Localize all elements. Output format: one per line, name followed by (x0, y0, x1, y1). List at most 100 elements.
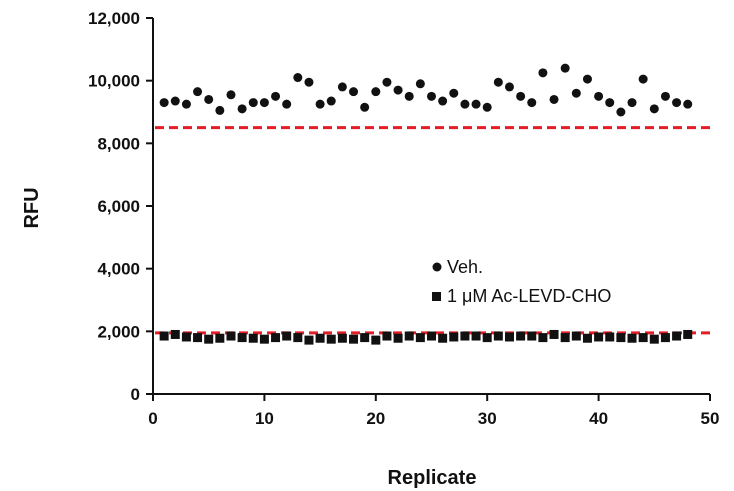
inhibitor-data-point (460, 331, 470, 341)
inhibitor-data-point (571, 331, 581, 341)
veh-data-point (549, 94, 559, 104)
inhibitor-data-point (504, 332, 514, 342)
inhibitor-data-point (315, 333, 325, 343)
inhibitor-data-point (549, 329, 559, 339)
legend-marker-veh (432, 262, 442, 272)
x-tick-label: 50 (701, 409, 720, 428)
y-tick-label: 10,000 (88, 72, 140, 91)
inhibitor-data-point (538, 333, 548, 343)
x-tick-label: 30 (478, 409, 497, 428)
inhibitor-data-point (493, 331, 503, 341)
veh-data-point (259, 98, 269, 108)
veh-data-point (215, 105, 225, 115)
veh-data-point (159, 98, 169, 108)
veh-data-point (660, 91, 670, 101)
inhibitor-data-point (215, 333, 225, 343)
veh-data-point (560, 63, 570, 73)
inhibitor-data-point (337, 333, 347, 343)
veh-data-point (516, 91, 526, 101)
x-axis-title: Replicate (388, 467, 477, 489)
veh-data-point (504, 82, 514, 92)
inhibitor-data-point (482, 333, 492, 343)
inhibitor-data-point (159, 331, 169, 341)
inhibitor-data-point (193, 333, 203, 343)
y-tick-label: 0 (131, 385, 140, 404)
inhibitor-data-point (560, 333, 570, 343)
veh-data-point (594, 91, 604, 101)
veh-data-point (683, 99, 693, 109)
legend-marker-inhibitor (432, 292, 441, 301)
x-tick-label: 40 (589, 409, 608, 428)
x-tick-label: 0 (148, 409, 157, 428)
veh-data-point (616, 107, 626, 117)
inhibitor-data-point (449, 332, 459, 342)
legend-label-veh: Veh. (447, 257, 483, 277)
veh-data-point (538, 68, 548, 78)
veh-data-point (326, 96, 336, 106)
veh-data-point (170, 96, 180, 106)
veh-data-point (649, 104, 659, 114)
inhibitor-data-point (360, 333, 370, 343)
veh-data-point (282, 99, 292, 109)
veh-data-point (393, 85, 403, 95)
y-tick-label: 8,000 (97, 134, 140, 153)
y-tick-label: 4,000 (97, 260, 140, 279)
inhibitor-data-point (605, 332, 615, 342)
data-points (159, 63, 693, 345)
veh-data-point (571, 88, 581, 98)
inhibitor-data-point (248, 333, 258, 343)
inhibitor-data-point (371, 335, 381, 345)
veh-data-point (605, 98, 615, 108)
inhibitor-data-point (649, 334, 659, 344)
veh-data-point (582, 74, 592, 84)
veh-data-point (493, 77, 503, 87)
inhibitor-data-point (638, 333, 648, 343)
y-tick-label: 2,000 (97, 322, 140, 341)
veh-data-point (315, 99, 325, 109)
inhibitor-data-point (204, 334, 214, 344)
veh-data-point (226, 90, 236, 100)
inhibitor-data-point (438, 333, 448, 343)
x-tick-label: 10 (255, 409, 274, 428)
inhibitor-data-point (404, 331, 414, 341)
veh-data-point (415, 79, 425, 89)
inhibitor-data-point (259, 334, 269, 344)
veh-data-point (460, 99, 470, 109)
legend-label-inhibitor: 1 μM Ac-LEVD-CHO (447, 286, 611, 306)
veh-data-point (438, 96, 448, 106)
inhibitor-data-point (304, 335, 314, 345)
inhibitor-data-point (271, 333, 281, 343)
inhibitor-data-point (237, 333, 247, 343)
veh-data-point (349, 87, 359, 97)
veh-data-point (482, 102, 492, 112)
x-tick-label: 20 (366, 409, 385, 428)
inhibitor-data-point (683, 329, 693, 339)
veh-data-point (304, 77, 314, 87)
veh-data-point (638, 74, 648, 84)
veh-data-point (204, 94, 214, 104)
inhibitor-data-point (660, 333, 670, 343)
veh-data-point (293, 73, 303, 83)
inhibitor-data-point (382, 331, 392, 341)
veh-data-point (181, 99, 191, 109)
inhibitor-data-point (226, 331, 236, 341)
inhibitor-data-point (527, 331, 537, 341)
veh-data-point (427, 91, 436, 101)
veh-data-point (672, 98, 682, 108)
veh-data-point (404, 91, 414, 101)
veh-data-point (337, 82, 347, 92)
inhibitor-data-point (516, 331, 526, 341)
veh-data-point (382, 77, 392, 87)
inhibitor-data-point (349, 334, 359, 344)
veh-data-point (360, 102, 370, 112)
inhibitor-data-point (471, 331, 481, 341)
inhibitor-data-point (393, 333, 403, 343)
inhibitor-data-point (427, 331, 436, 341)
inhibitor-data-point (326, 334, 336, 344)
veh-data-point (248, 98, 258, 108)
inhibitor-data-point (582, 333, 592, 343)
veh-data-point (371, 87, 381, 97)
inhibitor-data-point (672, 331, 682, 341)
inhibitor-data-point (627, 333, 637, 343)
